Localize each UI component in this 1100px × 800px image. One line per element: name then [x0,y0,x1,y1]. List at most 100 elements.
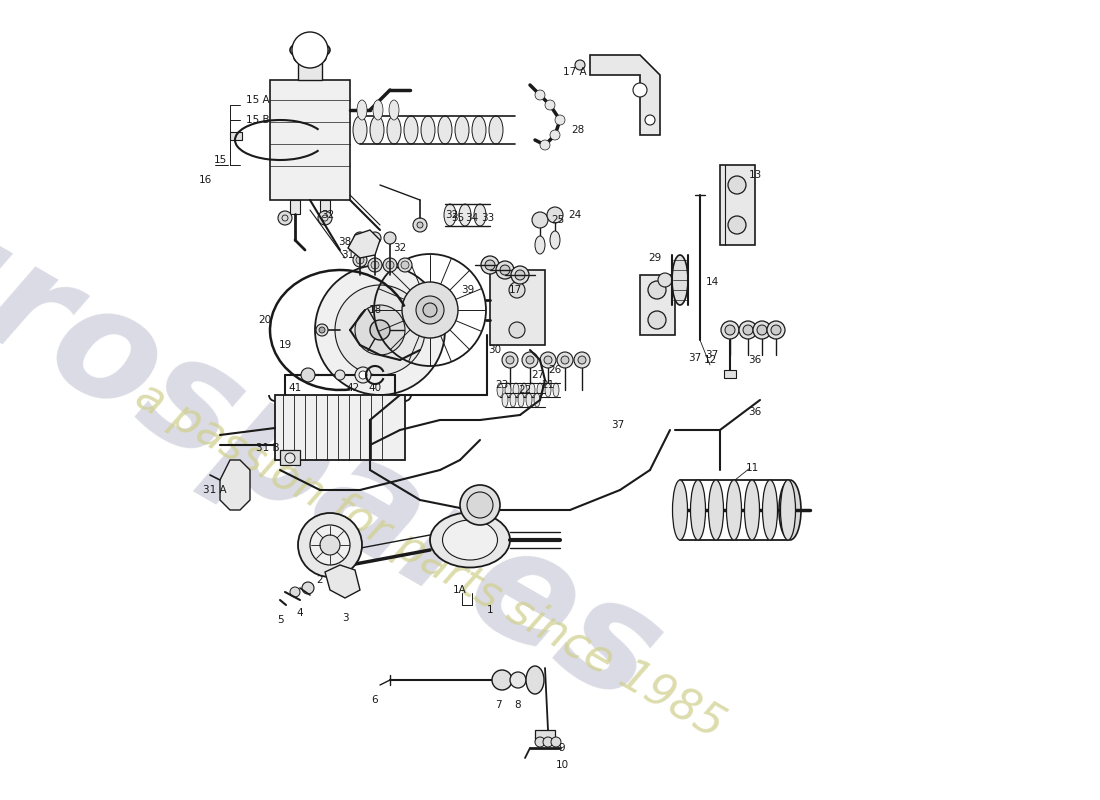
Circle shape [322,215,328,221]
Ellipse shape [438,116,452,144]
Bar [490,270,544,345]
Bar [535,730,556,742]
Circle shape [648,311,666,329]
Ellipse shape [497,383,503,397]
Ellipse shape [430,513,510,567]
Ellipse shape [404,116,418,144]
Text: 3: 3 [342,613,349,623]
Ellipse shape [534,393,540,407]
Ellipse shape [553,383,559,397]
Ellipse shape [370,116,384,144]
Circle shape [460,485,500,525]
Circle shape [359,371,367,379]
Circle shape [575,60,585,70]
Ellipse shape [353,116,367,144]
Polygon shape [220,460,250,510]
Text: 12: 12 [703,355,716,365]
Text: 16: 16 [198,175,211,185]
Circle shape [658,273,672,287]
Circle shape [512,266,529,284]
Ellipse shape [290,41,330,59]
Circle shape [292,32,328,68]
Ellipse shape [526,393,532,407]
Circle shape [557,352,573,368]
Text: 41: 41 [288,383,301,393]
Text: 15 A: 15 A [246,95,270,105]
Text: 36: 36 [748,355,761,365]
Circle shape [510,672,526,688]
Circle shape [353,253,367,267]
Circle shape [543,737,553,747]
Text: 22: 22 [518,385,531,395]
Circle shape [298,513,362,577]
Circle shape [370,320,390,340]
Circle shape [544,356,552,364]
Text: a passion for parts since 1985: a passion for parts since 1985 [129,374,732,746]
Ellipse shape [358,100,367,120]
Circle shape [424,303,437,317]
Circle shape [355,367,371,383]
Ellipse shape [444,204,456,226]
Circle shape [739,321,757,339]
Text: 17 A: 17 A [563,67,586,77]
Bar [290,200,300,214]
Ellipse shape [389,100,399,120]
Circle shape [356,256,364,264]
Text: 38: 38 [339,237,352,247]
Ellipse shape [513,383,519,397]
Circle shape [632,83,647,97]
Bar [640,275,675,335]
Circle shape [290,587,300,597]
Ellipse shape [294,51,326,65]
Ellipse shape [459,204,471,226]
Circle shape [526,356,534,364]
Circle shape [310,525,350,565]
Circle shape [509,282,525,298]
Bar [724,370,736,378]
Circle shape [319,327,324,333]
Circle shape [316,324,328,336]
Bar [230,132,242,140]
Circle shape [535,737,544,747]
Circle shape [355,305,405,355]
Text: eurospares: eurospares [0,124,685,736]
Text: 11: 11 [746,463,759,473]
Text: 39: 39 [461,285,474,295]
Circle shape [278,211,292,225]
Text: 28: 28 [571,125,584,135]
Circle shape [728,176,746,194]
Ellipse shape [672,480,688,540]
Text: 42: 42 [346,383,360,393]
Circle shape [771,325,781,335]
Circle shape [522,352,538,368]
Bar [280,450,300,465]
Text: 37: 37 [689,353,702,363]
Bar [298,58,322,80]
Text: 35: 35 [451,213,464,223]
Circle shape [417,222,424,228]
Text: 37: 37 [612,420,625,430]
Circle shape [540,140,550,150]
Circle shape [416,296,444,324]
Ellipse shape [373,100,383,120]
Ellipse shape [490,116,503,144]
Text: 9: 9 [559,743,565,753]
Circle shape [550,130,560,140]
Text: 15 B: 15 B [246,115,270,125]
Text: 5: 5 [277,615,284,625]
Circle shape [742,325,754,335]
Circle shape [386,261,394,269]
Circle shape [532,212,548,228]
Circle shape [485,260,495,270]
Ellipse shape [672,255,688,305]
Circle shape [767,321,785,339]
Text: 33: 33 [482,213,495,223]
Text: 15: 15 [213,155,227,165]
Circle shape [725,325,735,335]
Circle shape [574,352,590,368]
Text: 20: 20 [258,315,272,325]
Text: 27: 27 [531,370,544,380]
Ellipse shape [421,116,434,144]
Circle shape [561,356,569,364]
Circle shape [336,285,425,375]
